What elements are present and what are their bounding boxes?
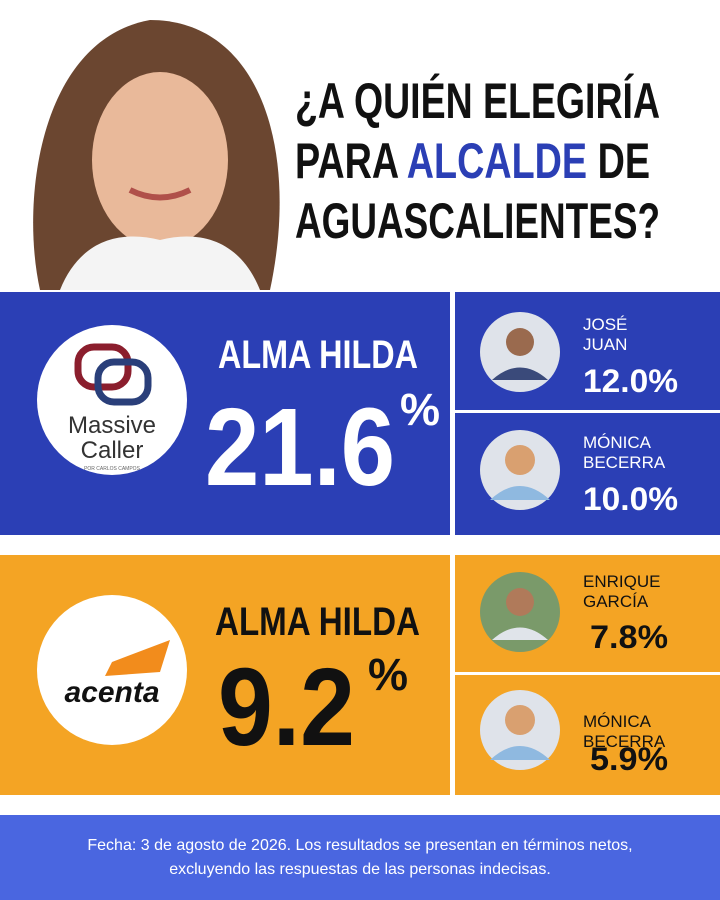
footer-text: excluyendo las respuestas de las persona… (169, 861, 551, 878)
leader-unit: % (368, 649, 408, 700)
avatar (480, 690, 560, 770)
candidate-name: ENRIQUE (583, 572, 660, 591)
candidate-value: 10.0% (583, 481, 678, 517)
pollster-logo: acenta (37, 595, 187, 745)
candidate-value: 12.0% (583, 363, 678, 399)
candidate-value: 5.9% (590, 741, 668, 777)
candidate-name: GARCÍA (583, 592, 649, 611)
candidate-name: MÓNICA (583, 433, 652, 452)
avatar (480, 312, 560, 392)
portrait (33, 20, 280, 290)
leader-value: 21.6 (205, 386, 395, 509)
logo-text: Caller (81, 437, 144, 464)
title-word: DE (598, 133, 650, 189)
footer (0, 815, 720, 900)
candidate-name: MÓNICA (583, 712, 652, 731)
title-highlight: ALCALDE (407, 133, 587, 189)
logo-text: Massive (68, 412, 156, 439)
title-line: AGUASCALIENTES? (295, 193, 660, 249)
title-word: PARA (295, 133, 398, 189)
candidate-name: JUAN (583, 335, 627, 354)
leader-name: ALMA HILDA (218, 333, 418, 377)
footer-text: Fecha: 3 de agosto de 2026. Los resultad… (87, 837, 632, 854)
logo-text: acenta (64, 676, 159, 709)
candidate-name: BECERRA (583, 453, 666, 472)
title-line: ¿A QUIÉN ELEGIRÍA (295, 73, 660, 129)
title-line: PARA ALCALDE DE (295, 133, 650, 189)
pollster-logo: Massive Caller POR CARLOS CAMPOS (37, 325, 187, 475)
leader-value: 9.2 (218, 646, 355, 769)
leader-name: ALMA HILDA (215, 600, 420, 644)
candidate-name: BECERRA (583, 732, 666, 751)
candidate-value: 7.8% (590, 619, 668, 655)
avatar (480, 572, 560, 652)
avatar (480, 430, 560, 510)
logo-tagline: POR CARLOS CAMPOS (84, 466, 141, 472)
leader-unit: % (400, 384, 440, 435)
candidate-name: JOSÉ (583, 315, 627, 334)
